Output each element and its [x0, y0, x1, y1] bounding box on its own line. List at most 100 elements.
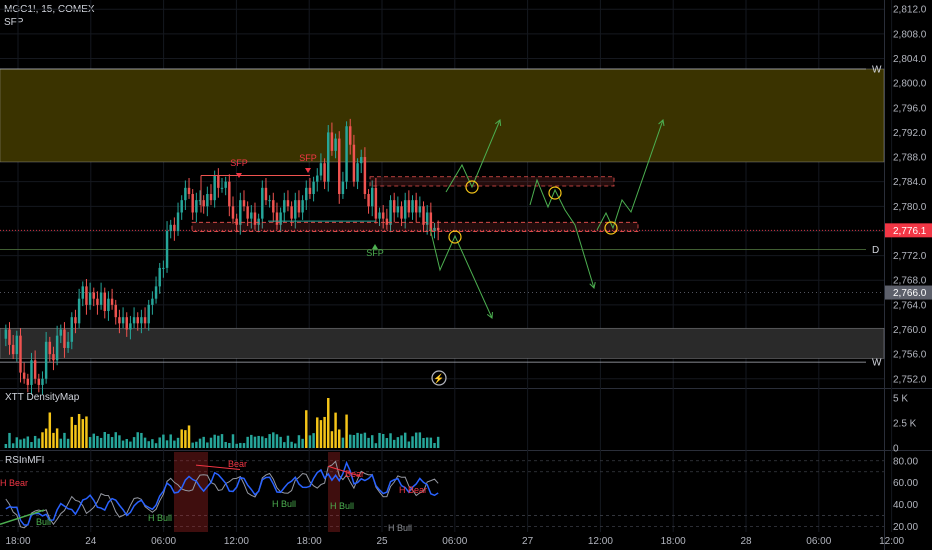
candle-body — [70, 317, 74, 342]
density-bar — [165, 440, 169, 448]
y-tick-label: 2,780.0 — [893, 202, 927, 213]
candle-body — [250, 212, 253, 219]
density-bar — [162, 434, 165, 448]
density-bar — [330, 431, 334, 448]
density-bar — [290, 441, 293, 448]
x-tick-label: 24 — [85, 536, 97, 547]
candle-body — [400, 206, 403, 219]
candle-body — [330, 132, 334, 151]
density-bar — [176, 437, 180, 448]
candle-body — [414, 200, 418, 213]
density-y-tick: 5 K — [893, 394, 908, 405]
candle-body — [191, 194, 194, 213]
candle-body — [52, 354, 55, 361]
candle-body — [407, 200, 411, 213]
sfp-annotations: SFP SFP SFP — [191, 153, 639, 258]
candle-body — [220, 187, 224, 189]
density-bar — [125, 438, 128, 448]
density-bar — [55, 428, 59, 448]
candle-body — [129, 323, 132, 330]
candle-body — [180, 200, 183, 213]
osc-y-tick: 40.00 — [893, 500, 918, 511]
candle-body — [30, 360, 33, 385]
density-bar — [99, 437, 103, 448]
density-bar — [257, 435, 260, 448]
divergence-line — [327, 465, 361, 477]
density-bar — [389, 433, 392, 448]
candle-body — [4, 329, 8, 339]
candle-body — [99, 292, 103, 305]
y-tick-label: 2,756.0 — [893, 350, 927, 361]
density-bar — [403, 432, 407, 448]
sfp-label: SFP — [366, 248, 384, 258]
x-tick-label: 12:00 — [224, 536, 249, 547]
density-bar — [143, 437, 147, 448]
zones — [0, 68, 885, 359]
projection-path — [429, 227, 493, 319]
candle-body — [15, 335, 19, 355]
density-bar — [381, 433, 385, 448]
replay-button[interactable]: ⚡ — [431, 370, 447, 386]
candle-body — [323, 163, 326, 182]
candle-body — [140, 317, 143, 324]
density-bar — [235, 443, 238, 448]
candle-body — [275, 212, 279, 225]
candle-body — [228, 181, 231, 207]
density-bar — [396, 437, 400, 448]
candle-body — [85, 286, 88, 305]
density-bar — [224, 441, 227, 448]
candle-body — [422, 206, 425, 225]
candle-body — [429, 212, 433, 231]
candle-body — [370, 187, 374, 207]
projection-arrowhead — [495, 119, 502, 127]
marker-circle — [465, 180, 479, 194]
indicator-name[interactable]: SFP — [4, 17, 24, 28]
density-bar — [132, 437, 136, 448]
density-bar — [213, 434, 216, 448]
density-bar — [411, 436, 414, 448]
candle-body — [187, 187, 191, 194]
candle-body — [316, 175, 319, 182]
density-bar — [367, 437, 370, 448]
last-price-tag — [885, 223, 932, 238]
candle-body — [44, 341, 48, 379]
divergence-line — [195, 464, 241, 471]
candle-body — [425, 212, 429, 225]
y-tick-label: 2,760.0 — [893, 325, 927, 336]
candle-body — [8, 329, 11, 345]
candle-body — [77, 298, 81, 324]
candle-body — [283, 200, 286, 213]
x-tick-label: 06:00 — [806, 536, 831, 547]
candle-body — [162, 267, 165, 269]
candle-body — [213, 175, 216, 201]
y-tick-label: 2,788.0 — [893, 153, 927, 164]
rsi-line — [5, 460, 439, 526]
density-bar — [414, 432, 418, 448]
sfp-label: SFP — [230, 158, 248, 168]
candle-body — [381, 212, 385, 219]
projection-path — [529, 178, 595, 289]
candle-body — [125, 317, 128, 330]
density-bar — [370, 435, 374, 448]
projection-arrowhead — [658, 119, 665, 127]
divergence-line — [0, 509, 45, 526]
y-tick-label: 2,812.0 — [893, 5, 927, 16]
candle-body — [305, 187, 308, 201]
candle-body — [114, 304, 117, 318]
density-bar — [187, 425, 191, 448]
density-bar — [425, 437, 429, 448]
osc-signal-label: H Bear — [0, 478, 28, 488]
density-bar — [15, 437, 19, 448]
density-bar — [81, 419, 85, 448]
candle-body — [184, 187, 187, 201]
density-bar — [312, 433, 315, 448]
mfi-line — [5, 460, 439, 529]
candle-body — [257, 218, 260, 225]
projection-arrowhead — [589, 282, 596, 289]
candle-body — [66, 341, 70, 348]
candle-body — [392, 200, 396, 213]
density-bar — [363, 432, 367, 448]
density-bar — [22, 438, 26, 448]
density-bar — [429, 437, 433, 448]
